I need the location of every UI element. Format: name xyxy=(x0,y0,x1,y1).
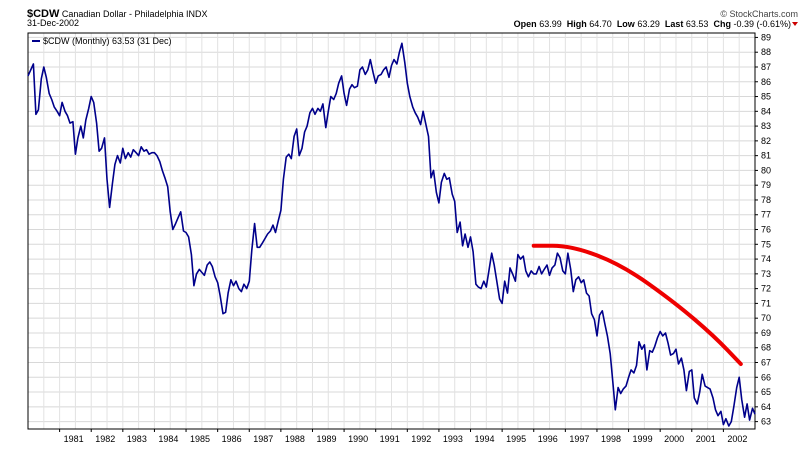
y-tick-label: 83 xyxy=(761,121,771,131)
y-tick-label: 72 xyxy=(761,284,771,294)
x-tick-label: 1986 xyxy=(222,434,242,444)
y-tick-label: 82 xyxy=(761,136,771,146)
instrument-name: Canadian Dollar - Philadelphia xyxy=(61,9,184,19)
legend-label: $CDW (Monthly) 63.53 (31 Dec) xyxy=(43,36,172,46)
y-tick-label: 67 xyxy=(761,358,771,368)
x-tick-label: 1995 xyxy=(506,434,526,444)
x-tick-label: 1985 xyxy=(190,434,210,444)
x-tick-label: 1996 xyxy=(538,434,558,444)
y-tick-label: 74 xyxy=(761,254,771,264)
x-tick-label: 1998 xyxy=(601,434,621,444)
y-tick-label: 86 xyxy=(761,77,771,87)
x-tick-label: 1981 xyxy=(64,434,84,444)
open-label: Open xyxy=(513,19,537,29)
x-tick-label: 1987 xyxy=(253,434,273,444)
x-tick-label: 2000 xyxy=(664,434,684,444)
x-tick-label: 1983 xyxy=(127,434,147,444)
y-tick-label: 76 xyxy=(761,225,771,235)
last-label: Last xyxy=(664,19,684,29)
open-value: 63.99 xyxy=(539,19,562,29)
y-tick-label: 68 xyxy=(761,343,771,353)
y-tick-label: 71 xyxy=(761,298,771,308)
x-tick-label: 1989 xyxy=(316,434,336,444)
y-tick-label: 69 xyxy=(761,328,771,338)
chart-credit: © StockCharts.com xyxy=(720,9,798,19)
symbol: $CDW xyxy=(27,8,60,20)
low-value: 63.29 xyxy=(637,19,660,29)
y-tick-label: 81 xyxy=(761,151,771,161)
series-line-cdw xyxy=(27,42,756,427)
x-tick-label: 1984 xyxy=(158,434,178,444)
chart-title: $CDW Canadian Dollar - Philadelphia INDX xyxy=(27,8,208,20)
annotation-curve xyxy=(531,243,743,366)
high-label: High xyxy=(566,19,587,29)
y-tick-label: 89 xyxy=(761,32,771,42)
y-tick-label: 63 xyxy=(761,417,771,427)
y-tick-label: 84 xyxy=(761,106,771,116)
x-tick-label: 1990 xyxy=(348,434,368,444)
chg-value: -0.39 (-0.61%) xyxy=(733,19,791,29)
x-tick-label: 1991 xyxy=(380,434,400,444)
x-tick-label: 1997 xyxy=(569,434,589,444)
x-tick-label: 2002 xyxy=(727,434,747,444)
x-tick-label: 1992 xyxy=(411,434,431,444)
y-tick-label: 75 xyxy=(761,239,771,249)
y-tick-label: 65 xyxy=(761,387,771,397)
y-tick-label: 66 xyxy=(761,372,771,382)
x-tick-label: 2001 xyxy=(696,434,716,444)
y-tick-label: 85 xyxy=(761,92,771,102)
chg-label: Chg xyxy=(713,19,731,29)
x-tick-label: 1993 xyxy=(443,434,463,444)
y-tick-label: 78 xyxy=(761,195,771,205)
x-tick-label: 1988 xyxy=(285,434,305,444)
down-arrow-icon xyxy=(792,22,798,26)
low-label: Low xyxy=(616,19,635,29)
x-tick-label: 1999 xyxy=(633,434,653,444)
x-tick-label: 1982 xyxy=(95,434,115,444)
high-value: 64.70 xyxy=(589,19,612,29)
y-tick-label: 77 xyxy=(761,210,771,220)
exchange: INDX xyxy=(186,9,208,19)
y-tick-label: 87 xyxy=(761,62,771,72)
y-tick-label: 73 xyxy=(761,269,771,279)
y-tick-label: 80 xyxy=(761,165,771,175)
last-value: 63.53 xyxy=(685,19,709,29)
y-tick-label: 88 xyxy=(761,47,771,57)
y-tick-label: 70 xyxy=(761,313,771,323)
y-tick-label: 79 xyxy=(761,180,771,190)
chart-date: 31-Dec-2002 xyxy=(27,18,80,28)
y-tick-label: 64 xyxy=(761,402,771,412)
x-tick-label: 1994 xyxy=(475,434,495,444)
quote-summary: Open 63.99 High 64.70 Low 63.29 Last 63.… xyxy=(514,19,791,29)
plot-frame xyxy=(27,32,756,430)
